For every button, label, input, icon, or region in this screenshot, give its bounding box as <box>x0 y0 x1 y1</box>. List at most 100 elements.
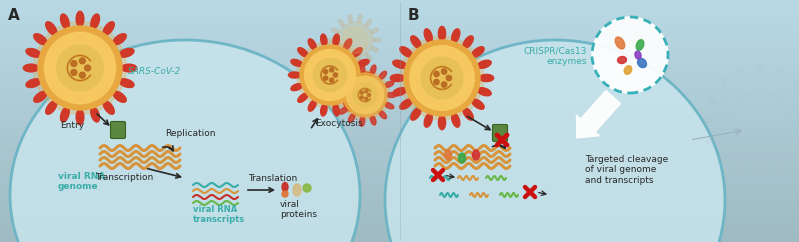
Ellipse shape <box>91 107 100 122</box>
Bar <box>0 63 799 68</box>
Bar <box>0 24 799 29</box>
Circle shape <box>341 27 368 53</box>
Ellipse shape <box>451 29 459 43</box>
Bar <box>0 87 799 92</box>
Ellipse shape <box>291 84 302 91</box>
Ellipse shape <box>793 79 799 86</box>
Ellipse shape <box>34 34 47 45</box>
Ellipse shape <box>320 34 327 46</box>
Ellipse shape <box>400 47 412 57</box>
Ellipse shape <box>472 47 484 57</box>
Ellipse shape <box>352 93 362 102</box>
Ellipse shape <box>23 64 38 72</box>
Ellipse shape <box>119 79 134 88</box>
Circle shape <box>340 70 390 120</box>
Circle shape <box>44 32 116 104</box>
Ellipse shape <box>618 56 626 64</box>
Ellipse shape <box>366 54 372 60</box>
Circle shape <box>71 60 77 67</box>
Bar <box>0 189 799 194</box>
Circle shape <box>343 73 387 117</box>
Ellipse shape <box>387 92 396 98</box>
Ellipse shape <box>472 99 484 109</box>
Circle shape <box>57 45 103 91</box>
Circle shape <box>303 184 311 192</box>
Bar <box>0 102 799 106</box>
Bar <box>0 160 799 165</box>
Bar <box>0 136 799 140</box>
Circle shape <box>368 93 371 97</box>
Ellipse shape <box>298 93 308 102</box>
Bar <box>0 58 799 63</box>
Ellipse shape <box>338 54 344 60</box>
Circle shape <box>592 17 668 93</box>
Bar <box>0 213 799 218</box>
Ellipse shape <box>91 14 100 29</box>
Ellipse shape <box>379 71 387 79</box>
Text: Replication: Replication <box>165 129 216 138</box>
Circle shape <box>346 76 384 114</box>
Bar <box>0 165 799 169</box>
Ellipse shape <box>393 88 407 96</box>
Ellipse shape <box>340 76 348 83</box>
Ellipse shape <box>358 84 369 91</box>
Ellipse shape <box>334 87 344 92</box>
Circle shape <box>296 42 364 108</box>
Circle shape <box>360 91 364 94</box>
Circle shape <box>442 82 447 87</box>
Ellipse shape <box>333 104 340 116</box>
Ellipse shape <box>320 104 327 116</box>
Circle shape <box>71 69 77 76</box>
Circle shape <box>324 76 328 80</box>
Text: B: B <box>408 8 419 23</box>
Bar <box>0 39 799 44</box>
Text: Translation: Translation <box>248 174 297 183</box>
Ellipse shape <box>348 113 355 122</box>
Circle shape <box>300 45 360 105</box>
Ellipse shape <box>718 79 726 86</box>
Circle shape <box>446 75 451 81</box>
Ellipse shape <box>636 40 644 50</box>
Ellipse shape <box>344 100 352 111</box>
Circle shape <box>79 58 85 64</box>
Ellipse shape <box>340 107 348 114</box>
FancyBboxPatch shape <box>492 124 507 142</box>
Ellipse shape <box>615 37 625 49</box>
Ellipse shape <box>424 29 432 43</box>
Circle shape <box>421 57 463 99</box>
Ellipse shape <box>371 47 379 52</box>
Ellipse shape <box>282 182 288 191</box>
Bar <box>0 116 799 121</box>
Ellipse shape <box>358 59 369 66</box>
Bar <box>0 203 799 208</box>
Bar <box>0 5 799 10</box>
Ellipse shape <box>61 14 70 29</box>
Ellipse shape <box>26 79 41 88</box>
Bar <box>0 19 799 24</box>
Circle shape <box>404 40 480 116</box>
Bar <box>0 198 799 203</box>
Bar <box>0 126 799 131</box>
Ellipse shape <box>385 40 725 242</box>
Ellipse shape <box>411 36 421 48</box>
Bar <box>0 10 799 15</box>
Ellipse shape <box>333 34 340 46</box>
Bar <box>0 145 799 150</box>
Ellipse shape <box>638 58 646 68</box>
Ellipse shape <box>334 98 344 103</box>
FancyArrowPatch shape <box>577 91 620 138</box>
Ellipse shape <box>360 64 365 74</box>
Ellipse shape <box>119 48 134 57</box>
Circle shape <box>434 71 439 77</box>
Bar <box>0 218 799 223</box>
Circle shape <box>442 69 447 74</box>
Ellipse shape <box>308 100 316 111</box>
Circle shape <box>360 96 364 99</box>
Ellipse shape <box>757 62 762 72</box>
Text: viral RNA
genome: viral RNA genome <box>58 172 105 191</box>
Bar <box>0 227 799 232</box>
Circle shape <box>353 83 377 107</box>
Circle shape <box>337 22 373 58</box>
Ellipse shape <box>463 108 473 120</box>
Ellipse shape <box>348 68 355 76</box>
